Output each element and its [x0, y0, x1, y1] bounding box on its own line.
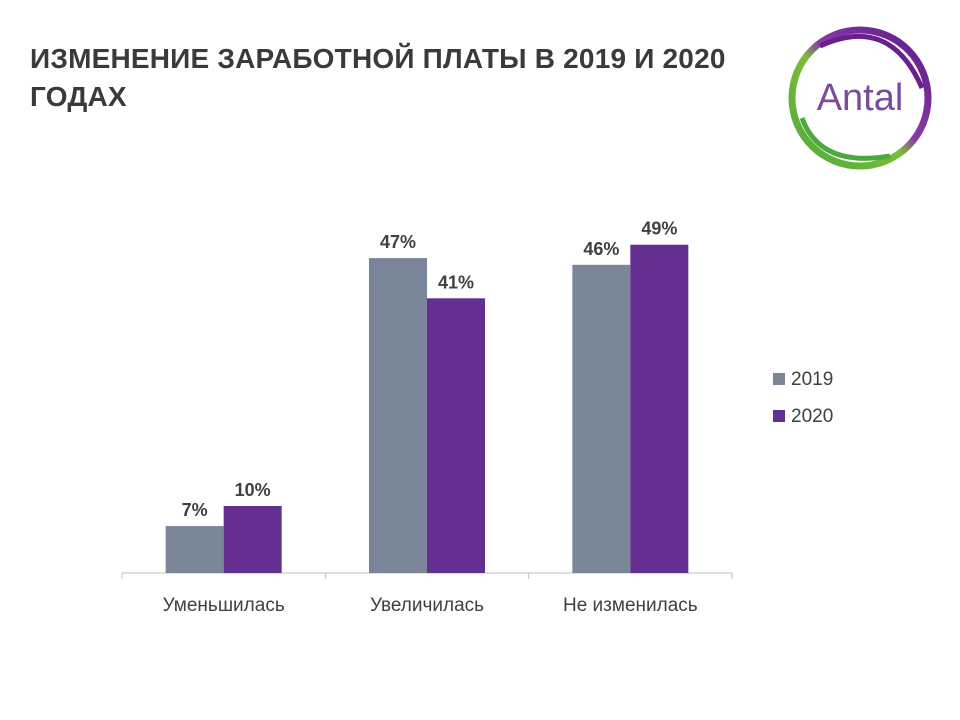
- legend-label-2019: 2019: [791, 369, 833, 390]
- bar-value-label: 49%: [641, 219, 677, 239]
- bar-2019-3: [572, 264, 631, 573]
- bar-value-label: 41%: [438, 272, 474, 292]
- category-label: Не изменилась: [563, 595, 698, 616]
- legend-swatch-2019: [773, 373, 785, 385]
- bar-2020-3: [630, 244, 689, 573]
- bar-value-label: 47%: [380, 232, 416, 252]
- legend-swatch-2020: [773, 410, 785, 422]
- logo-ring-icon: [788, 26, 932, 170]
- antal-logo: Antal: [788, 26, 932, 170]
- bar-value-label: 7%: [182, 500, 208, 520]
- bar-value-label: 46%: [583, 239, 619, 259]
- logo-swoosh-icon: [799, 117, 891, 161]
- category-label: Увеличилась: [370, 595, 484, 616]
- page-title: ИЗМЕНЕНИЕ ЗАРАБОТНОЙ ПЛАТЫ В 2019 И 2020…: [30, 43, 726, 112]
- logo-text: Antal: [817, 77, 904, 119]
- legend-label-2020: 2020: [791, 406, 833, 427]
- bar-value-label: 10%: [235, 480, 271, 500]
- logo-swoosh-top-icon: [818, 33, 925, 89]
- bar-2019-1: [165, 526, 224, 573]
- bar-2020-1: [223, 506, 282, 573]
- category-label: Уменьшилась: [163, 595, 285, 616]
- bar-2020-2: [427, 298, 485, 573]
- bar-2019-2: [369, 258, 427, 573]
